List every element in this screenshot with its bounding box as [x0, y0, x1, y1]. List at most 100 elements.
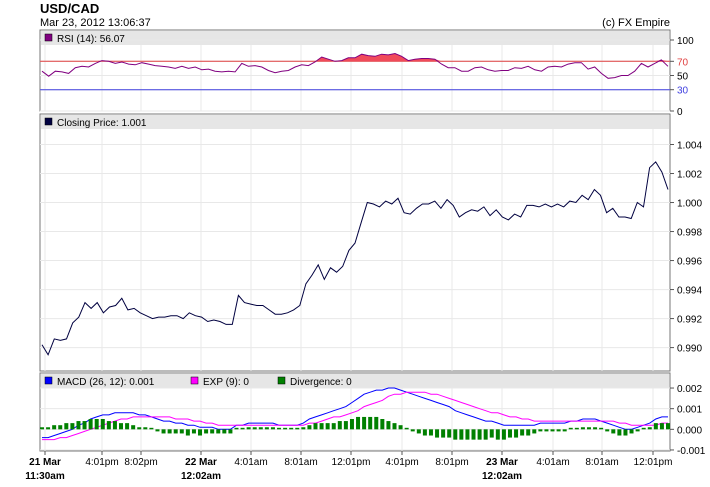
divergence-bar — [301, 427, 306, 430]
divergence-bar — [252, 427, 257, 430]
y-tick-label: 0.994 — [677, 286, 702, 297]
divergence-bar — [234, 427, 239, 430]
divergence-bar — [337, 421, 342, 430]
divergence-bar — [125, 423, 130, 430]
divergence-bar — [100, 419, 105, 430]
x-tick-label: 12:01pm — [332, 457, 371, 468]
rsi-overbought-fill — [95, 53, 668, 62]
divergence-bar — [641, 427, 646, 430]
credit-label: (c) FX Empire — [602, 17, 670, 29]
divergence-bar — [173, 429, 178, 434]
legend-swatch — [277, 376, 286, 385]
timestamp: Mar 23, 2012 13:06:37 — [40, 17, 151, 29]
divergence-bar — [416, 429, 421, 434]
divergence-bar — [398, 425, 403, 430]
x-tick-label: 22 Mar — [185, 457, 217, 468]
divergence-bar — [240, 427, 245, 430]
divergence-bar — [119, 423, 124, 430]
divergence-bar — [313, 423, 318, 430]
x-tick-label-secondary: 12:02am — [181, 471, 221, 482]
divergence-bar — [514, 429, 519, 438]
y-tick-label: 1.000 — [677, 199, 702, 210]
y-tick-label: 1.002 — [677, 170, 702, 181]
divergence-bar — [82, 421, 87, 430]
divergence-bar — [289, 427, 294, 430]
legend-swatch — [44, 117, 53, 126]
divergence-bar — [544, 429, 549, 432]
legend-label: MACD (26, 12): 0.001 — [57, 377, 155, 388]
divergence-bar — [428, 429, 433, 436]
divergence-bar — [94, 419, 99, 430]
divergence-bar — [410, 429, 415, 432]
divergence-bar — [562, 429, 567, 432]
divergence-bar — [179, 429, 184, 434]
divergence-bar — [392, 423, 397, 430]
series-line — [42, 391, 668, 441]
divergence-bar — [362, 416, 367, 430]
divergence-bar — [70, 423, 75, 430]
chart-title: USD/CAD — [40, 1, 100, 16]
x-tick-label: 21 Mar — [29, 457, 61, 468]
divergence-bar — [204, 429, 209, 434]
divergence-bar — [40, 427, 44, 430]
divergence-bar — [435, 429, 440, 438]
y-tick-label: 0.001 — [677, 405, 702, 416]
divergence-bar — [507, 429, 512, 438]
x-tick-label: 23 Mar — [486, 457, 518, 468]
y-tick-label: 0.996 — [677, 257, 702, 268]
divergence-bar — [270, 427, 275, 430]
x-tick-label-secondary: 12:02am — [482, 471, 522, 482]
divergence-bar — [520, 429, 525, 436]
divergence-bar — [617, 429, 622, 436]
x-tick-label: 8:01am — [585, 457, 618, 468]
legend-swatch — [44, 376, 53, 385]
divergence-bar — [349, 419, 354, 430]
series-line — [41, 161, 669, 356]
divergence-bar — [580, 427, 585, 430]
divergence-bar — [422, 429, 427, 436]
divergence-bar — [453, 429, 458, 440]
divergence-bar — [629, 429, 634, 434]
x-tick-label: 8:01am — [284, 457, 317, 468]
divergence-bar — [331, 423, 336, 430]
divergence-bar — [264, 427, 269, 430]
divergence-bar — [185, 429, 190, 436]
divergence-bar — [368, 416, 373, 430]
divergence-bar — [495, 429, 500, 440]
divergence-bar — [593, 427, 598, 430]
divergence-bar — [465, 429, 470, 440]
x-tick-label: 4:01pm — [385, 457, 418, 468]
divergence-bar — [586, 427, 591, 430]
x-tick-label: 4:01am — [234, 457, 267, 468]
divergence-bar — [216, 429, 221, 434]
divergence-bar — [441, 429, 446, 438]
series-line — [41, 52, 669, 79]
divergence-bar — [356, 416, 361, 430]
divergence-bar — [471, 429, 476, 440]
x-tick-label: 4:01am — [536, 457, 569, 468]
divergence-bar — [167, 429, 172, 434]
legend-label: Closing Price: 1.001 — [57, 118, 147, 129]
y-tick-label: 0.992 — [677, 315, 702, 326]
x-tick-label-secondary: 11:30am — [25, 471, 65, 482]
divergence-bar — [106, 421, 111, 430]
y-tick-label: 0.002 — [677, 384, 702, 395]
divergence-bar — [112, 421, 117, 430]
divergence-bar — [222, 429, 227, 434]
divergence-bar — [532, 429, 537, 434]
divergence-bar — [277, 427, 282, 430]
divergence-bar — [653, 423, 658, 430]
divergence-bar — [526, 429, 531, 436]
divergence-bar — [191, 429, 196, 434]
y-tick-label: 0.998 — [677, 228, 702, 239]
divergence-bar — [568, 427, 573, 430]
y-tick-label: 0.000 — [677, 425, 702, 436]
divergence-bar — [599, 427, 604, 430]
legend-label: EXP (9): 0 — [203, 377, 249, 388]
divergence-bar — [283, 427, 288, 430]
divergence-bar — [635, 429, 640, 432]
divergence-bar — [659, 423, 664, 430]
divergence-bar — [574, 427, 579, 430]
legend-swatch — [44, 33, 53, 42]
divergence-bar — [611, 429, 616, 434]
